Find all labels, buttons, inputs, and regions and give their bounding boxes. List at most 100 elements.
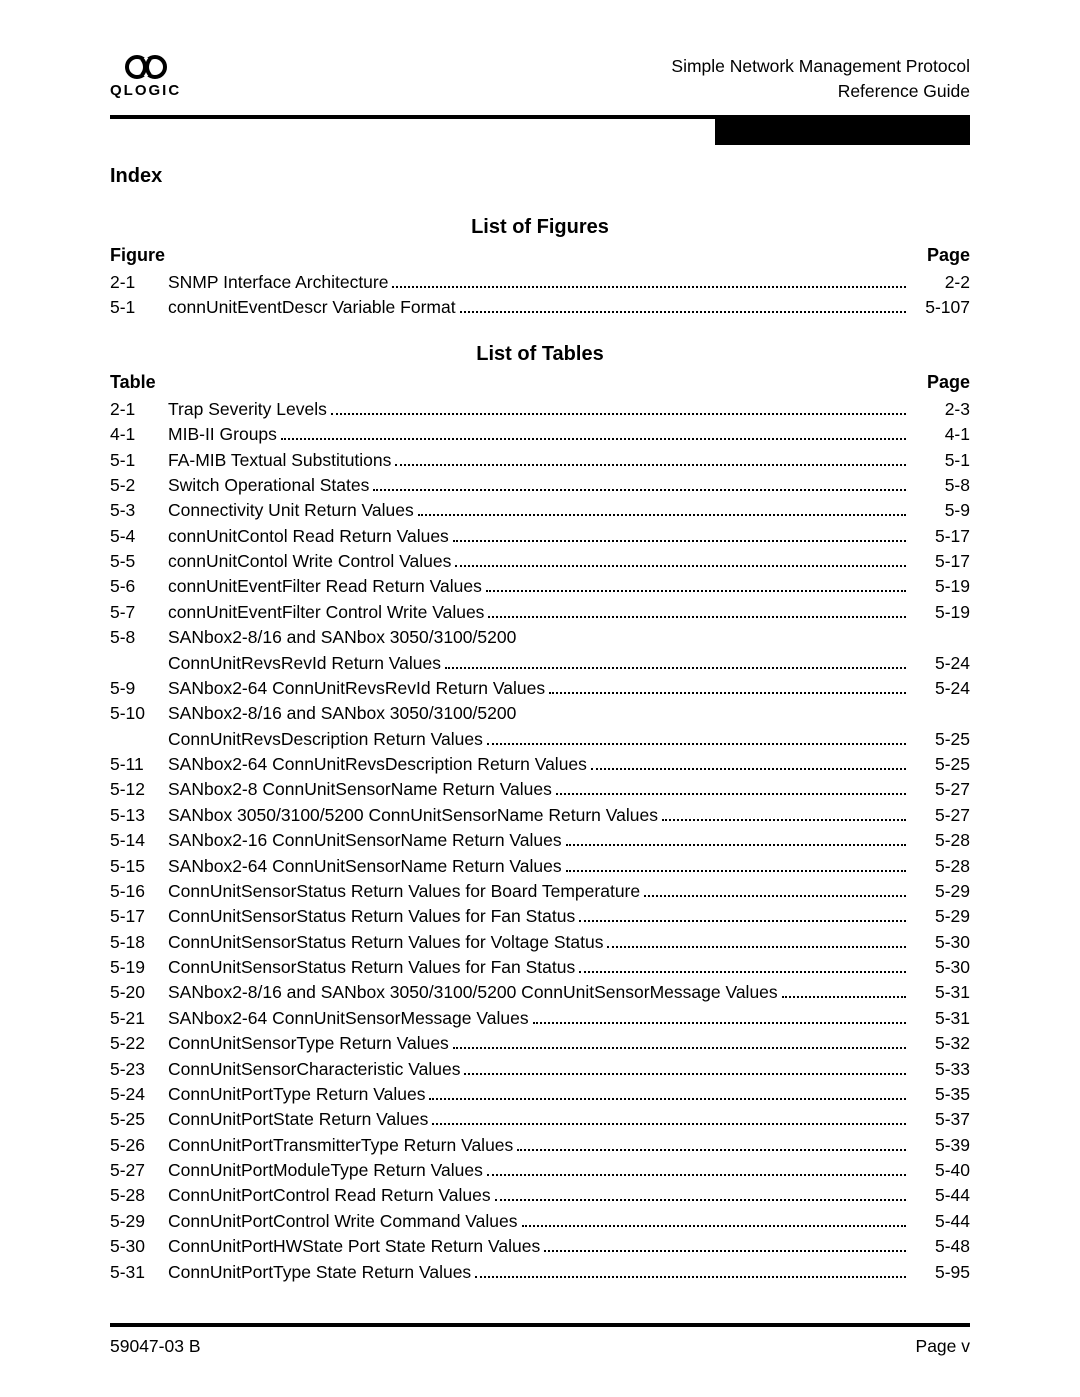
table-entry: 5-15SANbox2-64 ConnUnitSensorName Return…: [110, 854, 970, 879]
footer-page-number: Page v: [916, 1336, 970, 1357]
entry-number: 5-23: [110, 1057, 168, 1082]
entry-label: FA-MIB Textual Substitutions: [168, 448, 391, 473]
entry-page: 5-1: [910, 448, 970, 473]
figure-entry: 5-1connUnitEventDescr Variable Format5-1…: [110, 295, 970, 320]
entry-label: SANbox2-64 ConnUnitRevsRevId Return Valu…: [168, 676, 545, 701]
entry-page: 5-33: [910, 1057, 970, 1082]
leader-dots: [331, 413, 906, 415]
entry-number: 5-19: [110, 955, 168, 980]
entry-label: SANbox2-8 ConnUnitSensorName Return Valu…: [168, 777, 552, 802]
entry-label: Trap Severity Levels: [168, 397, 327, 422]
qlogic-mark-icon: [121, 54, 171, 80]
table-entry: 5-27ConnUnitPortModuleType Return Values…: [110, 1158, 970, 1183]
entry-page: 2-3: [910, 397, 970, 422]
table-entry: 5-31ConnUnitPortType State Return Values…: [110, 1260, 970, 1285]
table-entry: 5-23ConnUnitSensorCharacteristic Values5…: [110, 1057, 970, 1082]
entry-number: 5-9: [110, 676, 168, 701]
table-entry: 4-1MIB-II Groups4-1: [110, 422, 970, 447]
table-entry: 5-16ConnUnitSensorStatus Return Values f…: [110, 879, 970, 904]
footer-rule: [110, 1323, 970, 1327]
leader-dots: [445, 667, 906, 669]
entry-number: 5-26: [110, 1133, 168, 1158]
entry-number: 5-25: [110, 1107, 168, 1132]
table-entry: ConnUnitRevsDescription Return Values5-2…: [110, 727, 970, 752]
entry-number: 5-3: [110, 498, 168, 523]
leader-dots: [453, 540, 906, 542]
leader-dots: [579, 920, 906, 922]
leader-dots: [432, 1123, 906, 1125]
table-entry: 5-8SANbox2-8/16 and SANbox 3050/3100/520…: [110, 625, 970, 650]
entry-number: 5-13: [110, 803, 168, 828]
entry-number: 5-29: [110, 1209, 168, 1234]
table-entry: 5-6connUnitEventFilter Read Return Value…: [110, 574, 970, 599]
entry-number: 5-2: [110, 473, 168, 498]
entry-label: connUnitContol Read Return Values: [168, 524, 449, 549]
entry-number: 5-12: [110, 777, 168, 802]
leader-dots: [644, 895, 906, 897]
entry-page: 5-40: [910, 1158, 970, 1183]
entry-number: 5-7: [110, 600, 168, 625]
entry-label: ConnUnitPortModuleType Return Values: [168, 1158, 483, 1183]
entry-label: SANbox2-8/16 and SANbox 3050/3100/5200: [168, 625, 516, 650]
footer-doc-id: 59047-03 B: [110, 1336, 201, 1357]
entry-number: 5-27: [110, 1158, 168, 1183]
entry-label: ConnUnitSensorType Return Values: [168, 1031, 449, 1056]
entry-page: 5-8: [910, 473, 970, 498]
table-entry: 5-22ConnUnitSensorType Return Values5-32: [110, 1031, 970, 1056]
table-entry: 5-30ConnUnitPortHWState Port State Retur…: [110, 1234, 970, 1259]
table-entry: 5-19ConnUnitSensorStatus Return Values f…: [110, 955, 970, 980]
entry-number: 5-30: [110, 1234, 168, 1259]
entry-label: ConnUnitRevsRevId Return Values: [168, 651, 441, 676]
entry-number: 5-16: [110, 879, 168, 904]
entry-label: ConnUnitSensorStatus Return Values for B…: [168, 879, 640, 904]
entry-label: connUnitEventFilter Control Write Values: [168, 600, 484, 625]
figures-heading: List of Figures: [110, 216, 970, 239]
entry-number: 5-18: [110, 930, 168, 955]
leader-dots: [517, 1149, 906, 1151]
entry-page: 5-17: [910, 524, 970, 549]
entry-label: SANbox2-64 ConnUnitSensorName Return Val…: [168, 854, 562, 879]
entry-number: 5-11: [110, 752, 168, 777]
leader-dots: [566, 870, 906, 872]
leader-dots: [455, 565, 906, 567]
entry-label: SANbox2-8/16 and SANbox 3050/3100/5200 C…: [168, 980, 778, 1005]
entry-label: ConnUnitRevsDescription Return Values: [168, 727, 483, 752]
entry-page: 4-1: [910, 422, 970, 447]
leader-dots: [429, 1098, 906, 1100]
leader-dots: [488, 616, 906, 618]
entry-page: 2-2: [910, 270, 970, 295]
logo: QLOGIC: [110, 54, 181, 99]
entry-label: Switch Operational States: [168, 473, 369, 498]
entry-label: connUnitEventFilter Read Return Values: [168, 574, 482, 599]
entry-number: 5-14: [110, 828, 168, 853]
leader-dots: [662, 819, 906, 821]
entry-label: SNMP Interface Architecture: [168, 270, 388, 295]
entry-label: SANbox2-64 ConnUnitSensorMessage Values: [168, 1006, 529, 1031]
figures-header-row: Figure Page: [110, 245, 970, 266]
entry-label: ConnUnitPortHWState Port State Return Va…: [168, 1234, 540, 1259]
entry-page: 5-27: [910, 803, 970, 828]
table-entry: 5-20SANbox2-8/16 and SANbox 3050/3100/52…: [110, 980, 970, 1005]
table-entry: 5-7connUnitEventFilter Control Write Val…: [110, 600, 970, 625]
leader-dots: [418, 514, 906, 516]
entry-page: 5-39: [910, 1133, 970, 1158]
entry-number: 2-1: [110, 397, 168, 422]
entry-number: 5-20: [110, 980, 168, 1005]
figures-col-left: Figure: [110, 245, 165, 266]
entry-page: 5-9: [910, 498, 970, 523]
entry-number: 5-22: [110, 1031, 168, 1056]
table-entry: 5-17ConnUnitSensorStatus Return Values f…: [110, 904, 970, 929]
entry-label: connUnitContol Write Control Values: [168, 549, 451, 574]
leader-dots: [475, 1276, 906, 1278]
table-entry: 5-4connUnitContol Read Return Values5-17: [110, 524, 970, 549]
entry-label: SANbox2-64 ConnUnitRevsDescription Retur…: [168, 752, 587, 777]
table-entry: 5-18ConnUnitSensorStatus Return Values f…: [110, 930, 970, 955]
entry-label: ConnUnitSensorStatus Return Values for F…: [168, 904, 575, 929]
table-entry: 5-9SANbox2-64 ConnUnitRevsRevId Return V…: [110, 676, 970, 701]
leader-dots: [591, 768, 906, 770]
entry-number: 5-1: [110, 295, 168, 320]
entry-number: 5-6: [110, 574, 168, 599]
tables-col-left: Table: [110, 372, 156, 393]
leader-dots: [453, 1047, 906, 1049]
table-entry: 5-25ConnUnitPortState Return Values5-37: [110, 1107, 970, 1132]
